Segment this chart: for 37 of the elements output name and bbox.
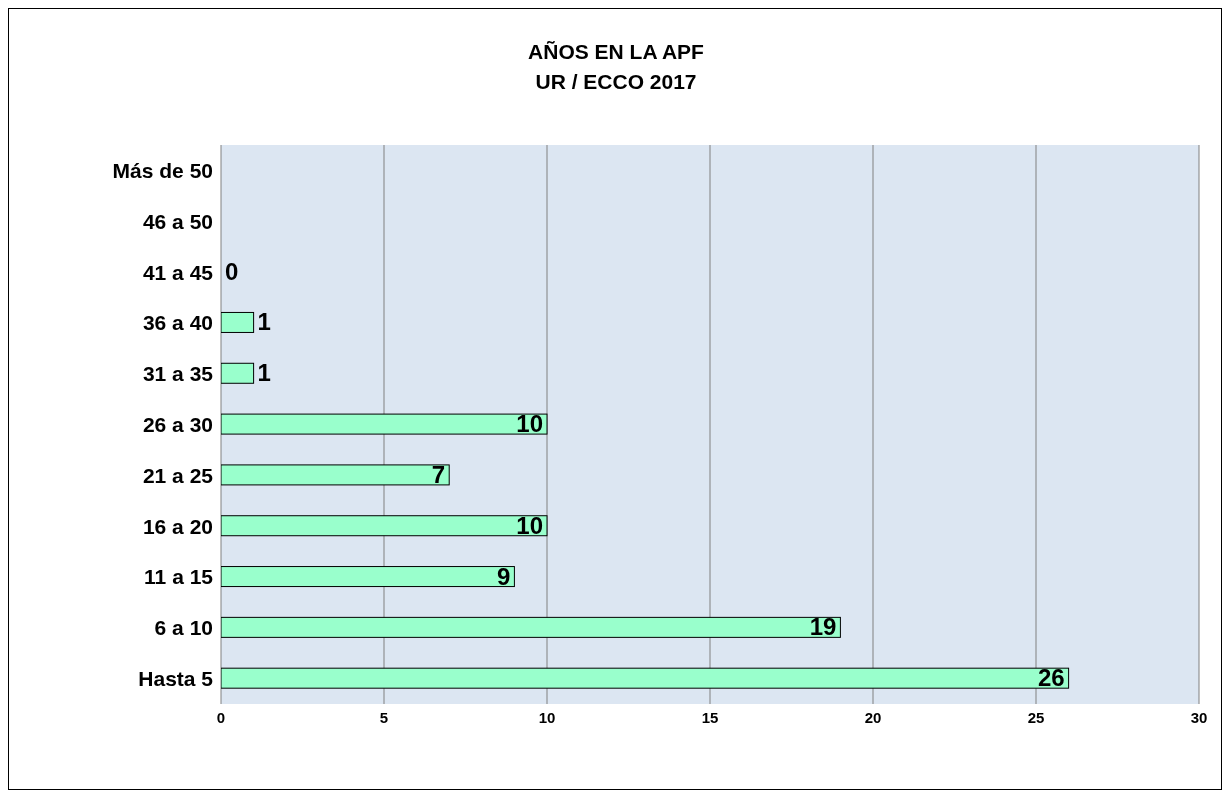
y-tick-label: 36 a 40 xyxy=(142,311,213,335)
data-label: 9 xyxy=(497,562,511,590)
bar xyxy=(221,464,450,486)
x-tick-label: 0 xyxy=(216,708,226,726)
x-tick-label: 20 xyxy=(864,708,882,726)
bar xyxy=(221,667,1070,689)
chart-subtitle: UR / ECCO 2017 xyxy=(534,69,698,95)
data-label: 26 xyxy=(1037,664,1065,692)
data-label: 10 xyxy=(516,410,543,438)
x-tick-label: 30 xyxy=(1190,708,1208,726)
data-label: 7 xyxy=(431,460,446,488)
bar xyxy=(221,413,548,435)
x-tick-label: 25 xyxy=(1027,708,1045,726)
y-tick-label: Más de 50 xyxy=(112,158,213,182)
y-tick-label: 46 a 50 xyxy=(142,209,213,233)
data-label: 1 xyxy=(257,308,271,336)
data-label: 0 xyxy=(225,257,239,285)
data-label: 1 xyxy=(257,359,271,387)
data-label: 10 xyxy=(516,511,543,539)
x-tick-label: 10 xyxy=(538,708,556,726)
y-tick-label: Hasta 5 xyxy=(138,667,214,691)
y-tick-label: 6 a 10 xyxy=(154,616,213,640)
y-tick-label: 41 a 45 xyxy=(142,260,214,284)
data-label: 19 xyxy=(809,613,837,641)
bar xyxy=(221,515,548,537)
bar xyxy=(221,311,255,333)
chart-title: AÑOS EN LA APF xyxy=(527,39,705,65)
y-tick-label: 16 a 20 xyxy=(142,514,213,538)
y-tick-label: 11 a 15 xyxy=(144,565,214,589)
y-tick-label: 26 a 30 xyxy=(142,412,213,436)
y-tick-label: 21 a 25 xyxy=(142,463,214,487)
bar xyxy=(221,566,515,588)
y-tick-label: 31 a 35 xyxy=(142,362,214,386)
x-tick-label: 15 xyxy=(701,708,719,726)
bar xyxy=(221,362,255,384)
x-tick-label: 5 xyxy=(379,708,389,726)
bar xyxy=(221,616,841,638)
